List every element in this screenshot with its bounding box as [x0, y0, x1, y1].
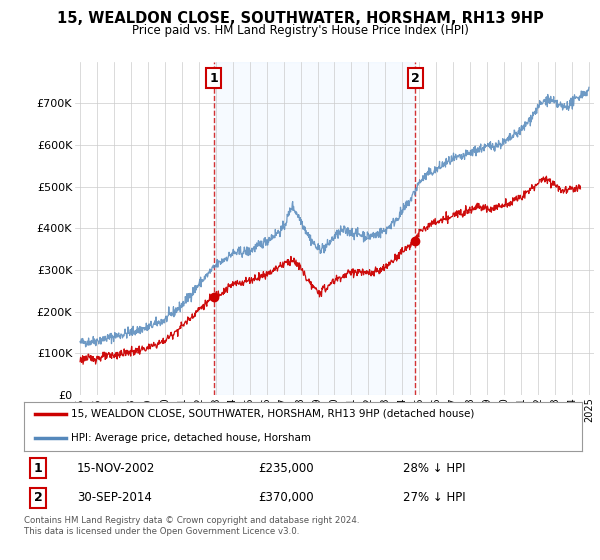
Text: 1: 1 — [209, 72, 218, 85]
Text: 30-SEP-2014: 30-SEP-2014 — [77, 491, 152, 504]
Text: £235,000: £235,000 — [259, 462, 314, 475]
Text: 1: 1 — [34, 462, 43, 475]
Text: 28% ↓ HPI: 28% ↓ HPI — [403, 462, 466, 475]
Text: 15-NOV-2002: 15-NOV-2002 — [77, 462, 155, 475]
Text: 15, WEALDON CLOSE, SOUTHWATER, HORSHAM, RH13 9HP (detached house): 15, WEALDON CLOSE, SOUTHWATER, HORSHAM, … — [71, 409, 475, 419]
Text: 2: 2 — [410, 72, 419, 85]
Text: Contains HM Land Registry data © Crown copyright and database right 2024.
This d: Contains HM Land Registry data © Crown c… — [24, 516, 359, 536]
Text: 2: 2 — [34, 491, 43, 504]
Bar — [214, 62, 415, 395]
Text: 27% ↓ HPI: 27% ↓ HPI — [403, 491, 466, 504]
Text: £370,000: £370,000 — [259, 491, 314, 504]
Text: 15, WEALDON CLOSE, SOUTHWATER, HORSHAM, RH13 9HP: 15, WEALDON CLOSE, SOUTHWATER, HORSHAM, … — [56, 11, 544, 26]
Text: Price paid vs. HM Land Registry's House Price Index (HPI): Price paid vs. HM Land Registry's House … — [131, 24, 469, 37]
Text: HPI: Average price, detached house, Horsham: HPI: Average price, detached house, Hors… — [71, 433, 311, 444]
